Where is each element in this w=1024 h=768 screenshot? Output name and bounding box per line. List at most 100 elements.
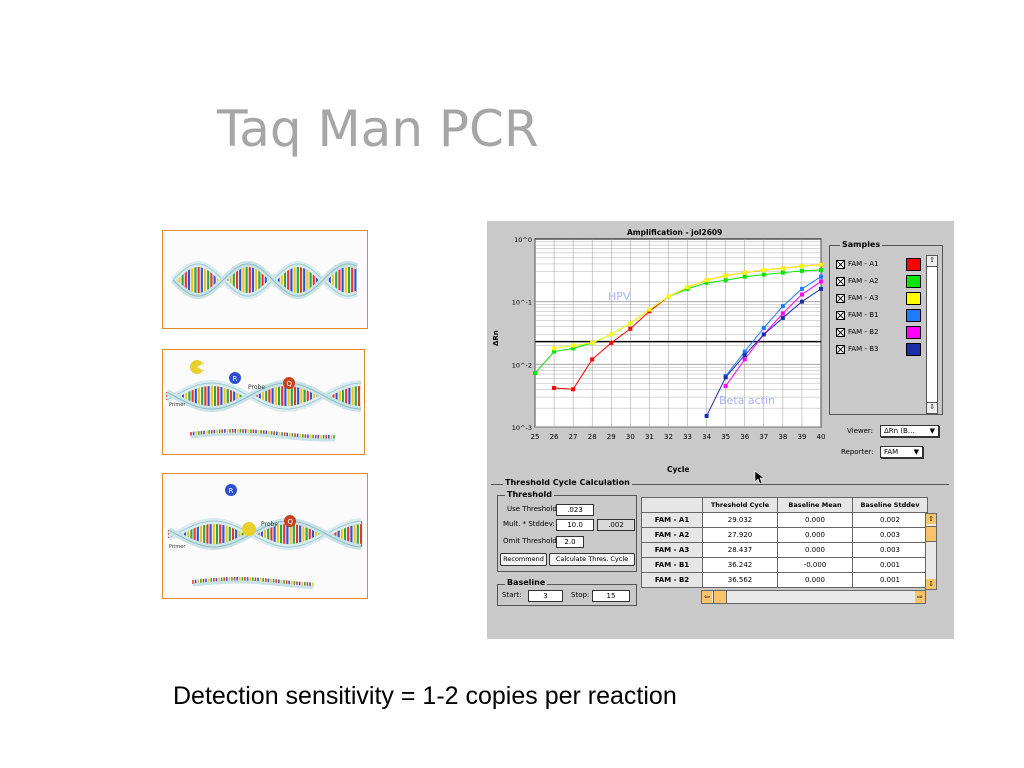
scroll-up-icon[interactable]: ⇧	[927, 256, 937, 267]
baseline-stop-input[interactable]: 15	[592, 590, 630, 602]
data-point	[761, 268, 766, 273]
probe-binding-figure: R Q Probe Primer	[162, 349, 365, 455]
sample-row[interactable]: FAM - B3	[836, 343, 878, 355]
sample-row[interactable]: FAM - A3	[836, 292, 878, 304]
sample-row[interactable]: FAM - B1	[836, 309, 878, 321]
y-tick-label: 10^-1	[512, 299, 532, 307]
threshold-cycle-cell[interactable]: 28.437	[702, 542, 778, 558]
x-tick-label: 31	[645, 433, 654, 441]
column-header[interactable]: Baseline Mean	[777, 497, 853, 513]
table-row[interactable]: FAM - A3 28.437 0.000 0.003	[641, 542, 928, 558]
checkbox-icon[interactable]	[836, 344, 845, 354]
threshold-results-table: Threshold Cycle Baseline Mean Baseline S…	[641, 497, 928, 588]
checkbox-icon[interactable]	[836, 259, 845, 269]
baseline-stddev-cell[interactable]: 0.001	[852, 572, 928, 588]
viewer-select[interactable]: ΔRn (B... ▼	[880, 425, 939, 437]
baseline-mean-cell[interactable]: -0.000	[777, 557, 853, 573]
color-swatch[interactable]	[906, 326, 921, 339]
x-tick-label: 33	[683, 433, 692, 441]
y-axis-label: ΔRn	[492, 330, 500, 346]
data-point	[704, 413, 709, 418]
reporter-label: R	[233, 375, 238, 383]
samples-title: Samples	[840, 240, 883, 249]
scroll-thumb[interactable]	[926, 526, 936, 542]
data-point	[819, 262, 823, 267]
color-swatch[interactable]	[906, 258, 921, 271]
scroll-left-icon[interactable]: ⇦	[702, 591, 712, 603]
baseline-stddev-cell[interactable]: 0.003	[852, 527, 928, 543]
baseline-stddev-cell[interactable]: 0.001	[852, 557, 928, 573]
baseline-mean-cell[interactable]: 0.000	[777, 572, 853, 588]
recommend-button[interactable]: Recommend	[500, 553, 547, 566]
baseline-mean-cell[interactable]: 0.000	[777, 512, 853, 528]
mult-stddev-label: Mult. * Stddev:	[503, 520, 555, 528]
checkbox-icon[interactable]	[836, 327, 845, 337]
data-point	[742, 270, 747, 275]
slide-title: Taq Man PCR	[217, 100, 539, 158]
color-swatch[interactable]	[906, 292, 921, 305]
table-horizontal-scrollbar[interactable]: ⇦ ⇨	[701, 590, 926, 604]
data-point	[628, 321, 633, 326]
row-header: FAM - B1	[641, 557, 703, 573]
table-row[interactable]: FAM - A1 29.032 0.000 0.002	[641, 512, 928, 528]
checkbox-icon[interactable]	[836, 293, 845, 303]
data-point	[552, 346, 557, 351]
scroll-right-icon[interactable]: ⇨	[915, 591, 925, 603]
dna-helix-figure	[162, 230, 368, 329]
x-tick-label: 32	[664, 433, 673, 441]
mouse-cursor-icon	[754, 470, 765, 485]
threshold-cycle-cell[interactable]: 29.032	[702, 512, 778, 528]
checkbox-icon[interactable]	[836, 276, 845, 286]
sample-label: FAM - B3	[848, 345, 879, 353]
baseline-stddev-cell[interactable]: 0.003	[852, 542, 928, 558]
checkbox-icon[interactable]	[836, 310, 845, 320]
baseline-mean-cell[interactable]: 0.000	[777, 527, 853, 543]
quencher-label: Q	[287, 380, 293, 388]
sample-row[interactable]: FAM - A1	[836, 258, 878, 270]
column-header[interactable]: Threshold Cycle	[702, 497, 778, 513]
probe-label: Probe	[261, 521, 278, 528]
column-header[interactable]: Baseline Stddev	[852, 497, 928, 513]
stop-label: Stop:	[571, 591, 590, 599]
threshold-cycle-cell[interactable]: 36.242	[702, 557, 778, 573]
threshold-calculation-section	[491, 484, 949, 635]
scroll-up-icon[interactable]: ⇧	[926, 514, 936, 524]
data-point	[799, 292, 804, 297]
table-row[interactable]: FAM - A2 27.920 0.000 0.003	[641, 527, 928, 543]
threshold-group	[497, 495, 637, 572]
data-point	[742, 274, 747, 279]
data-point	[780, 270, 785, 275]
use-threshold-input[interactable]: .023	[556, 504, 594, 516]
samples-scrollbar[interactable]: ⇧ ⇩	[926, 255, 938, 414]
row-header: FAM - B2	[641, 572, 703, 588]
reporter-select[interactable]: FAM ▼	[880, 446, 923, 458]
baseline-stddev-cell[interactable]: 0.002	[852, 512, 928, 528]
sample-row[interactable]: FAM - B2	[836, 326, 878, 338]
data-point	[609, 340, 614, 345]
sample-row[interactable]: FAM - A2	[836, 275, 878, 287]
baseline-start-input[interactable]: 3	[528, 590, 563, 602]
color-swatch[interactable]	[906, 275, 921, 288]
data-point	[742, 349, 747, 354]
mult-stddev-input[interactable]: 10.0	[556, 519, 594, 531]
table-corner	[641, 497, 703, 513]
x-tick-label: 40	[817, 433, 826, 441]
quencher-icon	[284, 515, 296, 527]
color-swatch[interactable]	[906, 343, 921, 356]
table-row[interactable]: FAM - B1 36.242 -0.000 0.001	[641, 557, 928, 573]
color-swatch[interactable]	[906, 309, 921, 322]
scroll-down-icon[interactable]: ⇩	[926, 579, 936, 589]
y-tick-label: 10^-3	[512, 424, 532, 432]
calculate-threshold-button[interactable]: Calculate Thres. Cycle	[549, 553, 635, 566]
scroll-thumb[interactable]	[713, 591, 727, 603]
baseline-mean-cell[interactable]: 0.000	[777, 542, 853, 558]
threshold-cycle-cell[interactable]: 36.562	[702, 572, 778, 588]
y-tick-label: 10^-2	[512, 361, 532, 369]
table-vertical-scrollbar[interactable]: ⇧ ⇩	[925, 513, 937, 590]
primer-label: Primer	[169, 544, 186, 550]
scroll-down-icon[interactable]: ⇩	[927, 402, 937, 413]
threshold-cycle-cell[interactable]: 27.920	[702, 527, 778, 543]
omit-threshold-input[interactable]: 2.0	[556, 536, 584, 548]
table-row[interactable]: FAM - B2 36.562 0.000 0.001	[641, 572, 928, 588]
data-point	[780, 304, 785, 309]
